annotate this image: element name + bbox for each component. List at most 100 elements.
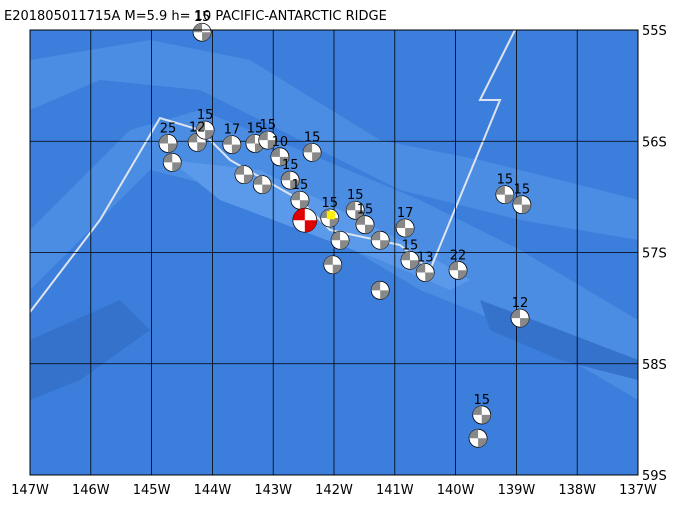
lon-label: 145W [133,483,171,498]
ball-quadrant [449,261,468,280]
beachball [258,130,278,150]
ball-quadrant [270,147,289,166]
depth-label: 15 [247,121,264,136]
beachball [270,147,290,167]
lat-label: 56S [642,135,667,150]
lon-label: 144W [194,483,232,498]
ball-quadrant [159,134,178,153]
lon-label: 141W [376,483,414,498]
beachball [252,175,272,195]
depth-label: 15 [514,183,531,198]
beachball [512,195,532,215]
beachball [510,308,530,328]
ball-quadrant [401,251,419,270]
depth-label: 15 [321,196,338,211]
depth-label: 15 [292,178,309,193]
lon-label: 137W [619,483,657,498]
beachball [280,170,300,190]
ball-quadrant [331,231,350,250]
beachball [302,142,322,162]
ball-quadrant [193,23,212,42]
beachball [370,280,390,300]
depth-label: 15 [304,130,321,145]
depth-label: 22 [450,248,467,263]
lon-label: 143W [254,483,292,498]
ball-quadrant [245,134,264,153]
depth-label: 15 [473,393,490,408]
depth-label: 15 [497,173,514,188]
beachball [472,405,492,425]
beachball [222,135,242,154]
lat-label: 59S [642,469,667,484]
ball-quadrant [346,201,365,220]
ball-quadrant [253,175,272,194]
beachball [370,230,390,250]
beachball [468,428,488,448]
ball-quadrant [512,195,531,214]
depth-label: 15 [197,108,214,123]
depth-label: 15 [259,118,276,133]
beachball [448,260,468,280]
lon-label: 140W [437,483,475,498]
ball-quadrant [303,143,322,162]
ball-quadrant [371,281,390,300]
ball-quadrant [371,231,390,250]
depth-label: 25 [160,121,177,136]
ball-quadrant [396,219,415,238]
beachball [330,230,350,250]
beachball [290,190,310,210]
ball-quadrant [356,215,375,234]
ball-quadrant [472,405,491,424]
lon-label: 142W [315,483,353,498]
beachball [395,218,415,238]
ball-quadrant [258,131,277,150]
depth-label: 12 [512,296,529,311]
beachball [292,207,318,233]
depth-label: 12 [189,120,206,135]
depth-label: 17 [224,123,241,138]
beachball [415,263,435,282]
frame [29,29,639,476]
ball-quadrant [188,133,207,152]
beachball [400,250,420,270]
depth-label: 10 [272,135,289,150]
lon-label: 138W [558,483,596,498]
ball-quadrant [511,309,530,328]
depth-label: 15 [282,158,299,173]
beachball [158,134,178,153]
beachball [345,200,365,220]
ball-quadrant [290,191,309,210]
depth-label: 13 [417,251,434,266]
beachball [323,255,343,275]
beachball [495,185,515,205]
depth-label: 15 [194,10,211,25]
ball-quadrant [163,153,182,172]
depth-label: 15 [347,188,364,203]
beachball [162,152,182,172]
depth-label: 17 [397,206,414,221]
beachball [355,215,375,235]
beachball [195,120,215,140]
ball-quadrant [235,165,254,184]
title: E201805011715A M=5.9 h= 10 PACIFIC-ANTAR… [4,9,387,24]
depth-label: 15 [402,238,419,253]
ball-quadrant [416,263,435,282]
beachball [192,22,212,42]
ball-quadrant [292,208,317,233]
ball-quadrant [469,429,488,448]
lat-label: 55S [642,24,667,39]
depth-label: 15 [357,203,374,218]
ball-quadrant [495,185,514,204]
lon-label: 139W [498,483,536,498]
ball-quadrant [323,255,342,274]
ball-quadrant [222,135,241,154]
lat-label: 58S [642,358,667,373]
ball-quadrant [281,171,300,190]
lon-label: 146W [72,483,110,498]
lon-label: 147W [11,483,49,498]
beachball [234,165,254,185]
focal-mechanisms [158,22,532,448]
ball-quadrant [196,121,215,140]
epicenter [326,211,335,220]
